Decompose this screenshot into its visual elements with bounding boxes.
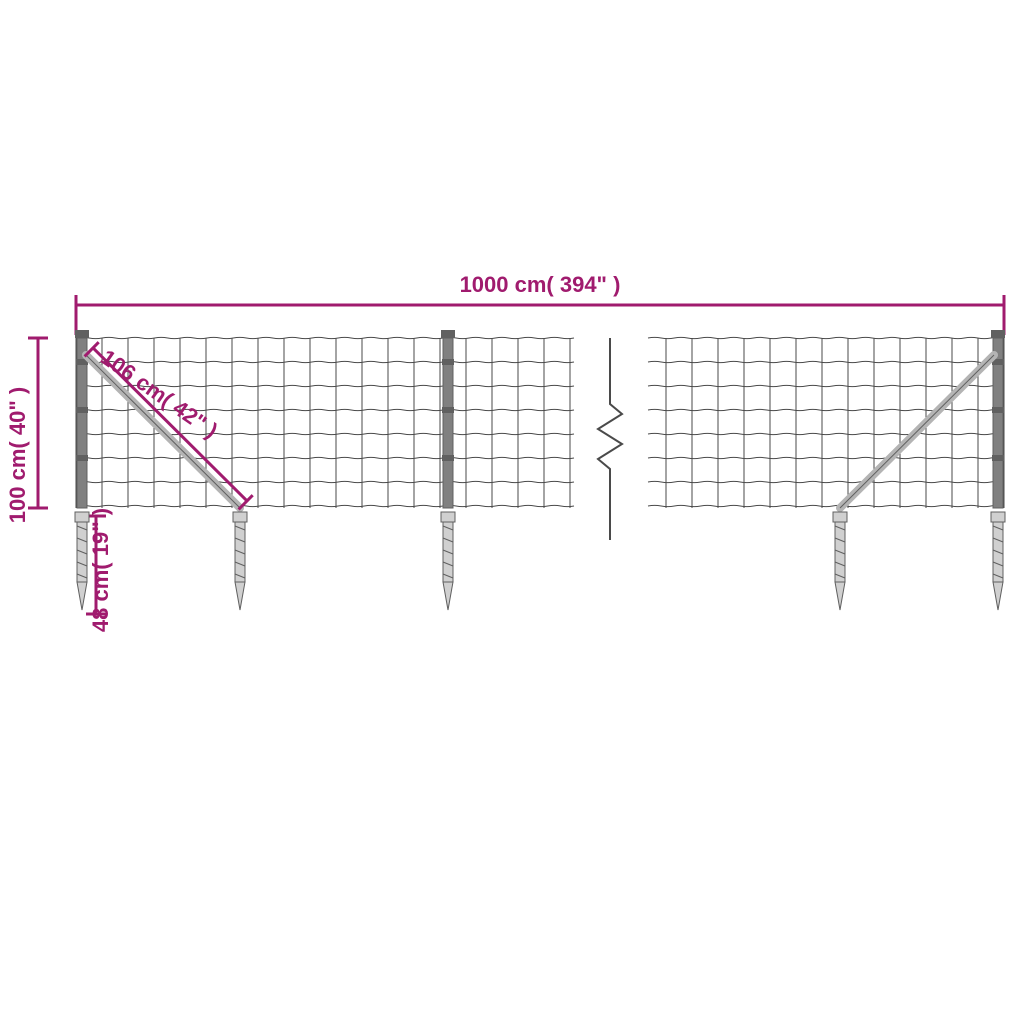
spike-label: 48 cm( 19" ) [88,508,113,632]
break-mark [598,338,622,540]
width-label: 1000 cm( 394" ) [460,272,621,297]
height-label: 100 cm( 40" ) [5,387,30,523]
